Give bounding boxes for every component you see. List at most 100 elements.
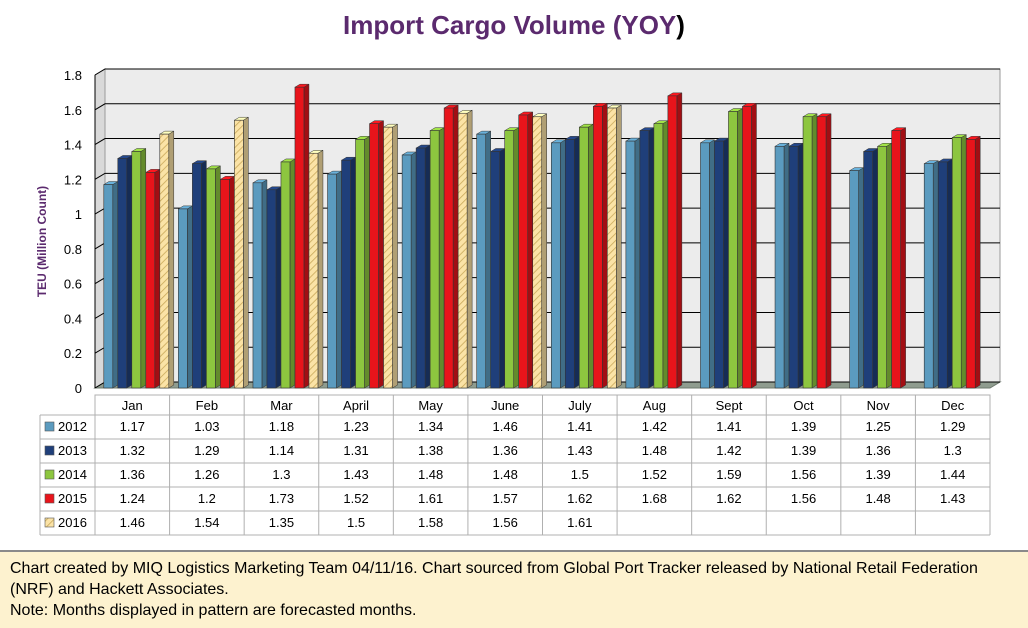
chart-title-paren: ) — [676, 10, 685, 40]
bar-side — [499, 148, 505, 389]
data-label: 1.36 — [493, 443, 518, 458]
x-tick-label: June — [491, 398, 519, 413]
x-tick-label: Jan — [122, 398, 143, 413]
bar-2014-may — [429, 127, 446, 389]
bar-front — [951, 137, 962, 389]
bar-front — [415, 147, 426, 389]
bar-front — [742, 106, 752, 389]
bar-front — [355, 139, 365, 389]
bar-side — [275, 186, 282, 389]
bar-side — [825, 113, 832, 389]
data-label: 1.43 — [343, 467, 368, 482]
bar-front — [578, 126, 589, 389]
bar-front — [443, 107, 454, 389]
footer-source-text: Chart created by MIQ Logistics Marketing… — [10, 560, 978, 598]
bar-side — [527, 111, 533, 389]
bar-side — [588, 123, 594, 389]
bar-side — [466, 109, 473, 389]
bar-side — [946, 158, 953, 389]
bar-side — [261, 179, 268, 389]
bar-2012-jan — [102, 181, 119, 389]
bar-side — [737, 108, 743, 389]
bar-side — [960, 134, 967, 389]
bar-front — [145, 172, 156, 389]
data-label: 1.73 — [269, 491, 294, 506]
data-label: 1.25 — [865, 419, 890, 434]
y-tick-label: 1.6 — [64, 103, 82, 118]
bar-front — [653, 123, 664, 389]
bar-side — [168, 130, 175, 389]
data-label: 1.62 — [716, 491, 741, 506]
bar-front — [788, 145, 799, 389]
data-label: 1.59 — [716, 467, 741, 482]
data-label: 1.39 — [791, 443, 816, 458]
bar-front — [327, 173, 337, 389]
x-tick-label: Sept — [716, 398, 743, 413]
bar-side — [886, 142, 892, 389]
bar-front — [532, 116, 543, 389]
bar-side — [350, 156, 356, 389]
x-tick-label: Nov — [867, 398, 891, 413]
data-label: 1.56 — [493, 515, 518, 530]
bar-side — [485, 130, 491, 389]
data-label: 1.52 — [343, 491, 368, 506]
bar-side — [154, 168, 161, 389]
bar-front — [564, 139, 575, 389]
data-label: 1.42 — [642, 419, 667, 434]
bar-side — [452, 104, 459, 389]
data-label: 1.3 — [272, 467, 290, 482]
bar-side — [858, 167, 864, 389]
bar-front — [592, 106, 603, 389]
bar-2012-may — [401, 151, 418, 389]
bar-2014-sept — [727, 108, 744, 389]
y-tick-label: 0.8 — [64, 242, 82, 257]
bar-2012-mar — [252, 179, 268, 389]
bar-front — [308, 152, 319, 389]
y-tick-label: 0.6 — [64, 277, 82, 292]
bar-side — [602, 102, 608, 389]
bar-side — [797, 142, 804, 389]
bar-side — [392, 123, 398, 389]
data-label: 1.39 — [791, 419, 816, 434]
data-label: 1.61 — [418, 491, 443, 506]
bar-front — [206, 168, 216, 389]
data-label: 1.46 — [493, 419, 518, 434]
bar-side — [229, 175, 235, 389]
bar-2015-june — [517, 111, 534, 389]
bar-side — [112, 181, 119, 389]
data-label: 1.29 — [940, 419, 965, 434]
data-label: 1.14 — [269, 443, 294, 458]
bar-side — [723, 137, 729, 389]
data-label: 1.48 — [642, 443, 667, 458]
chart: 0 0.2 0.4 0.6 0.8 1 1.2 1.4 1.6 1.8 TEU (Million C… — [35, 68, 1002, 536]
legend-label-2015: 2015 — [58, 491, 87, 506]
bar-2012-sept — [699, 139, 716, 389]
bar-side — [634, 137, 641, 389]
bar-front — [192, 163, 202, 389]
bar-front — [131, 151, 142, 389]
bar-2016-july — [606, 104, 623, 389]
bar-front — [457, 112, 468, 389]
bar-2013-oct — [788, 142, 804, 389]
legend-swatch-2012 — [44, 421, 55, 432]
bar-2013-mar — [266, 186, 282, 389]
bar-front — [606, 107, 617, 389]
bar-front — [816, 116, 827, 389]
bar-2015-nov — [890, 127, 907, 389]
y-tick-label: 1.2 — [64, 172, 82, 187]
bar-side — [201, 160, 207, 389]
bar-side — [648, 127, 655, 389]
data-label: 1.26 — [194, 467, 219, 482]
y-tick-label: 0.2 — [64, 346, 82, 361]
bar-2016-may — [457, 109, 474, 389]
bar-side — [560, 139, 566, 389]
bar-side — [187, 205, 193, 389]
gridline — [94, 103, 1000, 111]
data-label: 1.54 — [194, 515, 219, 530]
data-label: 1.31 — [343, 443, 368, 458]
bar-side — [364, 135, 370, 389]
bar-2015-july — [592, 102, 609, 389]
data-label: 1.41 — [716, 419, 741, 434]
legend-swatch-2013 — [44, 445, 55, 456]
bar-2014-jan — [130, 148, 147, 389]
